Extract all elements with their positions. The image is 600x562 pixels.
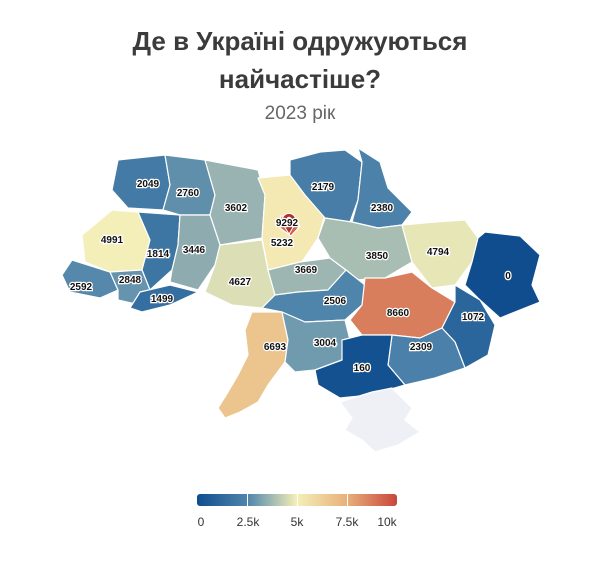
value-label-chernihiv: 2179 xyxy=(312,182,335,193)
value-label-dnipropetrovsk: 8660 xyxy=(387,308,410,319)
value-label-ternopil: 1814 xyxy=(147,249,170,260)
legend-tick: 5k xyxy=(290,515,304,529)
map-pin-icon xyxy=(281,212,297,235)
value-label-zakarpattia: 2592 xyxy=(70,282,93,293)
value-label-kyiv-city: 9292 xyxy=(276,218,299,229)
regions-layer xyxy=(61,147,541,453)
legend-separator xyxy=(297,494,298,506)
value-label-luhansk: 0 xyxy=(505,271,511,282)
value-label-chernivtsi: 1499 xyxy=(151,294,174,305)
value-label-odesa: 6693 xyxy=(264,342,287,353)
value-label-cherkasy: 3669 xyxy=(295,265,318,276)
region-khmelnytskyi[interactable] xyxy=(169,214,221,291)
value-label-ivano-frankivsk: 2848 xyxy=(119,275,142,286)
value-label-kyiv-oblast: 5232 xyxy=(271,238,294,249)
chart-subtitle: 2023 рік xyxy=(264,103,336,124)
title-line-2: найчастіше? xyxy=(218,64,382,94)
legend-tick: 7.5k xyxy=(335,515,359,529)
value-label-rivne: 2760 xyxy=(177,188,200,199)
value-label-zhytomyr: 3602 xyxy=(225,203,248,214)
value-label-vinnytsia: 4627 xyxy=(229,277,252,288)
legend-tick: 2.5k xyxy=(236,515,260,529)
chart-title: Де в Україні одружуються найчастіше? xyxy=(0,22,600,98)
value-label-kharkiv: 4794 xyxy=(427,247,450,258)
legend-separator xyxy=(247,494,248,506)
region-chernivtsi[interactable] xyxy=(129,284,199,313)
region-chernihiv[interactable] xyxy=(289,149,363,223)
region-zhytomyr[interactable] xyxy=(204,159,266,246)
value-label-khmelnytskyi: 3446 xyxy=(183,245,206,256)
capital-marker xyxy=(281,212,297,235)
title-line-1: Де в Україні одружуються xyxy=(132,26,468,56)
region-luhansk[interactable] xyxy=(464,231,541,319)
value-label-kirovohrad: 2506 xyxy=(324,296,347,307)
value-labels: 2049 2760 3602 5232 9292 2179 2380 4991 1814 3446… xyxy=(69,178,513,376)
value-label-volyn: 2049 xyxy=(137,179,160,190)
value-label-kherson: 160 xyxy=(354,363,371,374)
region-crimea[interactable] xyxy=(339,387,421,453)
value-label-mykolaiv: 3004 xyxy=(314,338,337,349)
legend-tick: 10k xyxy=(377,515,397,529)
value-label-donetsk: 1072 xyxy=(462,312,485,323)
value-label-zaporizhzhia: 2309 xyxy=(410,342,433,353)
color-legend xyxy=(197,494,397,506)
legend-separator xyxy=(347,494,348,506)
legend-tick: 0 xyxy=(197,515,205,529)
value-label-sumy: 2380 xyxy=(371,203,394,214)
value-label-lviv: 4991 xyxy=(101,235,124,246)
value-label-poltava: 3850 xyxy=(366,251,389,262)
region-odesa[interactable] xyxy=(217,311,289,419)
map-pin-dot xyxy=(286,216,292,222)
region-sumy[interactable] xyxy=(351,147,413,229)
